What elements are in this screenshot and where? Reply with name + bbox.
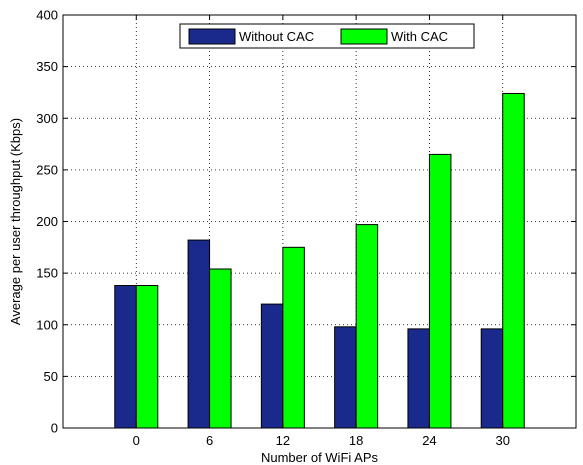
legend-swatch-without-cac (188, 28, 236, 45)
bar-without-cac-18 (334, 326, 357, 429)
x-tick-label: 30 (495, 433, 509, 448)
x-tick-label: 0 (133, 433, 140, 448)
bar-with-cac-18 (355, 224, 379, 429)
y-tick-label: 150 (36, 266, 58, 281)
x-tick-label: 18 (349, 433, 363, 448)
y-tick-label: 0 (51, 421, 58, 436)
legend-label-with-cac: With CAC (391, 29, 448, 44)
bar-without-cac-0 (114, 285, 137, 429)
legend-swatch-with-cac (340, 28, 388, 45)
bar-without-cac-24 (407, 328, 430, 429)
bar-without-cac-12 (260, 303, 284, 429)
bar-with-cac-24 (428, 153, 452, 429)
bar-with-cac-12 (282, 246, 305, 429)
y-tick-label: 250 (36, 162, 58, 177)
bar-without-cac-6 (187, 239, 211, 429)
y-tick-label: 100 (36, 317, 58, 332)
x-tick-label: 12 (276, 433, 290, 448)
x-tick-label: 24 (422, 433, 436, 448)
x-tick-label: 6 (206, 433, 213, 448)
y-tick-label: 350 (36, 59, 58, 74)
bar-with-cac-0 (135, 285, 159, 429)
y-axis-label: Average per user throughput (Kbps) (8, 118, 23, 325)
legend-label-without-cac: Without CAC (239, 29, 314, 44)
x-axis-label: Number of WiFi APs (261, 450, 379, 465)
bar-without-cac-30 (480, 328, 504, 429)
x-tick-labels: 0 6 12 18 24 30 (133, 433, 510, 448)
y-tick-label: 200 (36, 214, 58, 229)
y-tick-label: 50 (44, 369, 58, 384)
y-tick-label: 300 (36, 111, 58, 126)
axis-ticks (63, 14, 576, 429)
bar-with-cac-30 (502, 92, 525, 429)
bar-with-cac-6 (209, 268, 232, 429)
y-tick-labels: 0 50 100 150 200 250 300 350 400 (36, 8, 58, 436)
y-tick-label: 400 (36, 8, 58, 23)
bars-group (114, 92, 525, 429)
legend: Without CAC With CAC (179, 23, 475, 49)
